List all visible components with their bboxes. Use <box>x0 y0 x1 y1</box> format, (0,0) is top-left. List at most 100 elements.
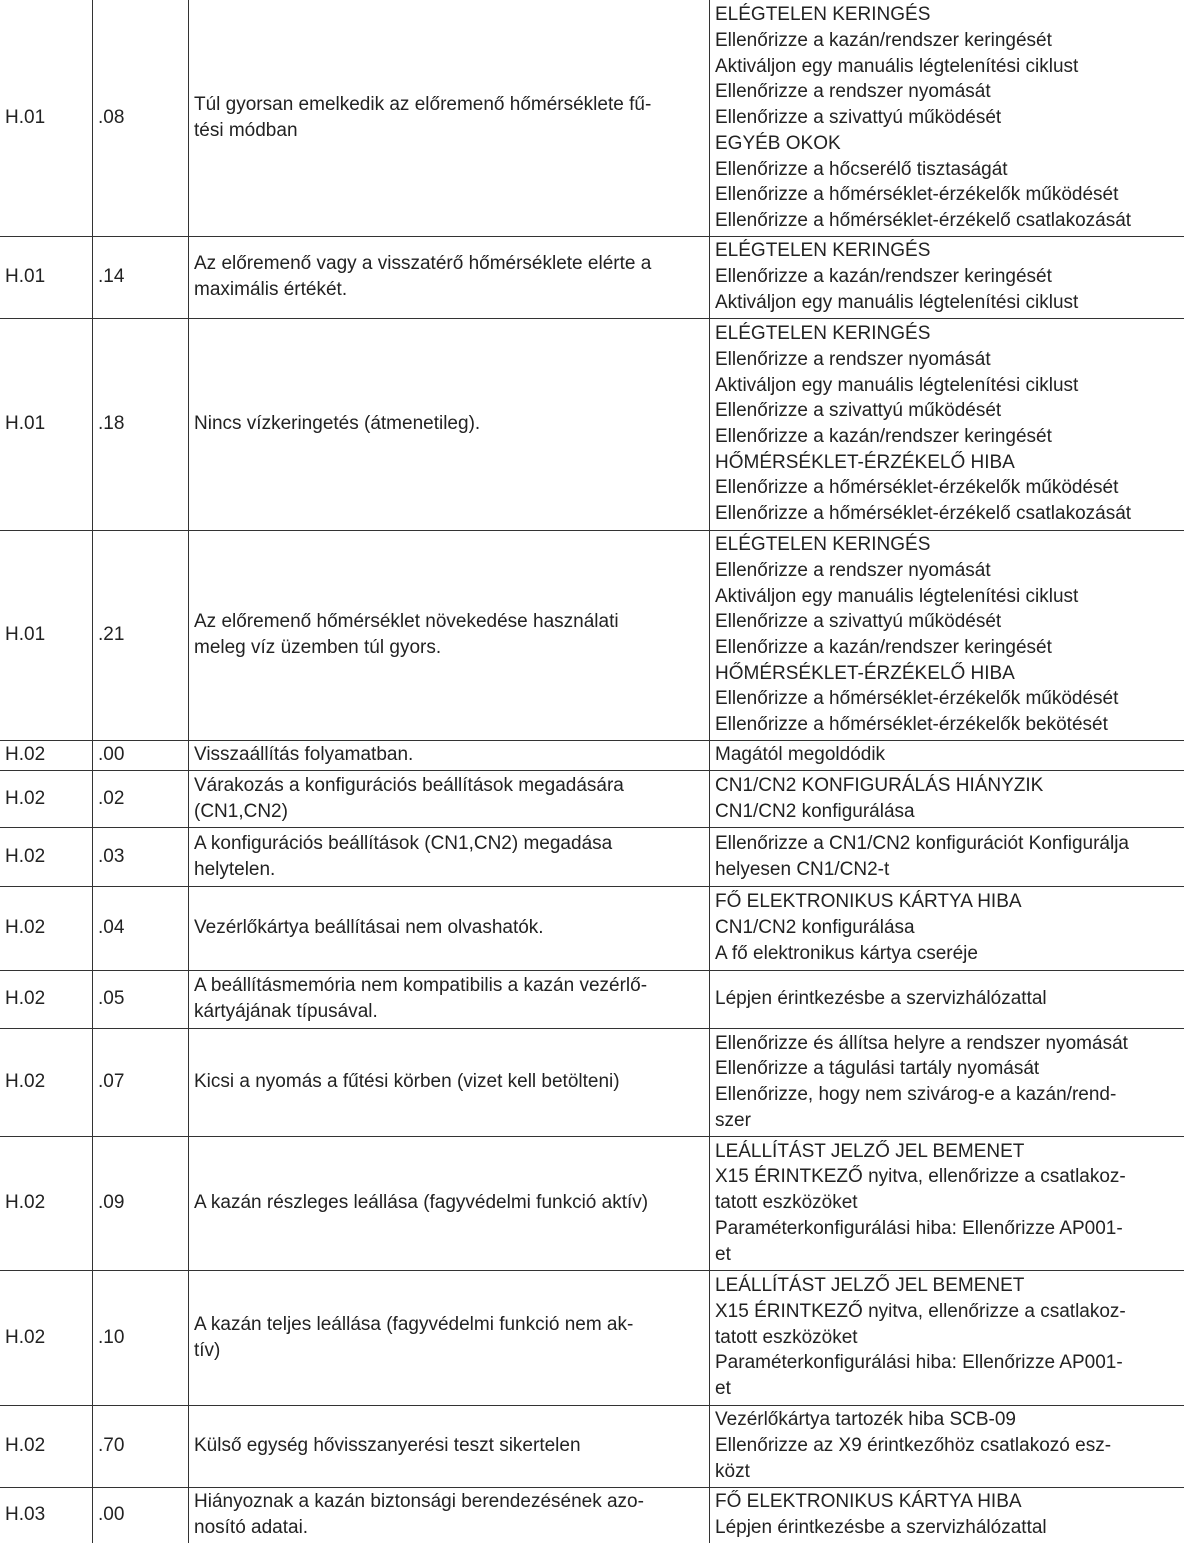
table-row: H.01 .21 Az előremenő hőmérséklet növekedé… <box>0 530 1184 741</box>
remedy-line: tatott eszközöket <box>715 1326 858 1348</box>
remedy-line: Ellenőrizze a kazán/rendszer keringését <box>715 266 1052 288</box>
desc-line: Nincs vízkeringetés (átmenetileg). <box>194 413 481 435</box>
remedy-line: Vezérlőkártya tartozék hiba SCB-09 <box>715 1409 1016 1431</box>
remedy-line: LEÁLLÍTÁST JELZŐ JEL BEMENET <box>715 1140 1025 1162</box>
cell-code: H.02 <box>0 1136 92 1270</box>
cell-desc: Az előremenő vagy a visszatérő hőmérsékl… <box>188 236 709 318</box>
remedy-line: LEÁLLÍTÁST JELZŐ JEL BEMENET <box>715 1275 1025 1297</box>
cell-code: H.02 <box>0 740 92 770</box>
remedy-line: CN1/CN2 konfigurálása <box>715 917 915 939</box>
cell-remedy: ELÉGTELEN KERINGÉS Ellenőrizze a kazán/re… <box>709 236 1184 318</box>
table-row: H.02 .05 A beállításmemória nem kompatibil… <box>0 970 1184 1029</box>
cell-code: H.03 <box>0 1487 92 1543</box>
desc-line: Külső egység hővisszanyerési teszt siker… <box>194 1435 581 1457</box>
code-text: H.02 <box>5 845 46 867</box>
remedy-line: HŐMÉRSÉKLET-ÉRZÉKELŐ HIBA <box>715 662 1015 684</box>
remedy-line: CN1/CN2 KONFIGURÁLÁS HIÁNYZIK <box>715 774 1044 796</box>
desc-line: tív) <box>194 1339 221 1361</box>
remedy-line: Ellenőrizze a kazán/rendszer keringését <box>715 30 1052 52</box>
cell-code: H.02 <box>0 770 92 827</box>
cell-sub: .21 <box>92 530 188 740</box>
remedy-line: Lépjen érintkezésbe a szervizhálózattal <box>715 1517 1047 1538</box>
remedy-line: FŐ ELEKTRONIKUS KÁRTYA HIBA <box>715 1491 1022 1513</box>
remedy-line: Ellenőrizze a hőmérséklet-érzékelők bekö… <box>715 714 1108 736</box>
remedy-line: Ellenőrizze a tágulási tartály nyomását <box>715 1058 1040 1080</box>
desc-line: Visszaállítás folyamatban. <box>194 744 414 766</box>
cell-remedy: FŐ ELEKTRONIKUS KÁRTYA HIBA CN1/CN2 konfi… <box>709 886 1184 970</box>
cell-remedy: ELÉGTELEN KERINGÉS Ellenőrizze a kazán/re… <box>709 0 1184 236</box>
desc-line: meleg víz üzemben túl gyors. <box>194 637 442 658</box>
cell-sub: .02 <box>92 770 188 827</box>
remedy-line: Aktiváljon egy manuális légtelenítési ci… <box>715 374 1079 396</box>
remedy-line: Ellenőrizze az X9 érintkezőhöz csatlakoz… <box>715 1435 1112 1457</box>
desc-line: Túl gyorsan emelkedik az előremenő hőmér… <box>194 94 652 116</box>
remedy-line: Ellenőrizze a hőcserélő tisztaságát <box>715 158 1008 180</box>
code-text: H.02 <box>5 1435 46 1457</box>
sub-text: .05 <box>98 988 125 1010</box>
remedy-line: HŐMÉRSÉKLET-ÉRZÉKELŐ HIBA <box>715 451 1015 473</box>
cell-desc: Várakozás a konfigurációs beállítások me… <box>188 770 709 827</box>
cell-desc: A konfigurációs beállítások (CN1,CN2) me… <box>188 827 709 886</box>
sub-text: .18 <box>98 413 125 435</box>
desc-line: A konfigurációs beállítások (CN1,CN2) me… <box>194 832 613 854</box>
remedy-line: Ellenőrizze a rendszer nyomását <box>715 348 991 370</box>
table-row: H.02 .03 A konfigurációs beállítások (CN1,… <box>0 827 1184 887</box>
cell-sub: .14 <box>92 236 188 318</box>
remedy-line: Ellenőrizze a rendszer nyomását <box>715 81 991 103</box>
remedy-line: Aktiváljon egy manuális légtelenítési ci… <box>715 55 1079 77</box>
cell-code: H.01 <box>0 0 92 236</box>
table-row: H.03 .00 Hiányoznak a kazán biztonsági ber… <box>0 1487 1184 1543</box>
cell-remedy: LEÁLLÍTÁST JELZŐ JEL BEMENET X15 ÉRINTKEZ… <box>709 1136 1184 1270</box>
code-text: H.01 <box>5 624 46 646</box>
desc-line: A kazán teljes leállása (fagyvédelmi fun… <box>194 1313 634 1335</box>
table-row: H.02 .09 A kazán részleges leállása (fagyv… <box>0 1136 1184 1271</box>
cell-code: H.02 <box>0 1270 92 1405</box>
sub-text: .03 <box>98 845 125 867</box>
desc-line: helytelen. <box>194 858 276 880</box>
remedy-line: Ellenőrizze a hőmérséklet-érzékelő csatl… <box>715 209 1132 231</box>
cell-remedy: Lépjen érintkezésbe a szervizhálózattal <box>709 970 1184 1028</box>
remedy-line: Ellenőrizze a szivattyú működését <box>715 611 1002 633</box>
table-row: H.02 .10 A kazán teljes leállása (fagyvéde… <box>0 1270 1184 1406</box>
code-text: H.02 <box>5 917 46 939</box>
sub-text: .21 <box>98 624 125 646</box>
desc-line: A kazán részleges leállása (fagyvédelmi … <box>194 1192 649 1214</box>
table-row: H.02 .07 Kicsi a nyomás a fűtési körben (v… <box>0 1028 1184 1137</box>
remedy-line: Ellenőrizze a kazán/rendszer keringését <box>715 637 1052 658</box>
table-row: H.02 .00 Visszaállítás folyamatban. Magától… <box>0 740 1184 771</box>
cell-desc: Hiányoznak a kazán biztonsági berendezés… <box>188 1487 709 1543</box>
remedy-line: Ellenőrizze a hőmérséklet-érzékelő csatl… <box>715 503 1132 525</box>
cell-desc: Külső egység hővisszanyerési teszt siker… <box>188 1405 709 1487</box>
cell-desc: Nincs vízkeringetés (átmenetileg). <box>188 318 709 530</box>
cell-remedy: ELÉGTELEN KERINGÉS Ellenőrizze a rendszer… <box>709 530 1184 740</box>
cell-remedy: ELÉGTELEN KERINGÉS Ellenőrizze a rendszer… <box>709 318 1184 530</box>
remedy-line: X15 ÉRINTKEZŐ nyitva, ellenőrizze a csat… <box>715 1300 1126 1322</box>
remedy-line: Paraméterkonfigurálási hiba: Ellenőrizze… <box>715 1352 1123 1374</box>
table-row: H.01 .08 Túl gyorsan emelkedik az előremen… <box>0 0 1184 237</box>
cell-remedy: FŐ ELEKTRONIKUS KÁRTYA HIBA Lépjen érintk… <box>709 1487 1184 1543</box>
sub-text: .07 <box>98 1071 125 1093</box>
remedy-line: Ellenőrizze a hőmérséklet-érzékelők műkö… <box>715 477 1119 499</box>
cell-sub: .04 <box>92 886 188 970</box>
desc-line: Az előremenő vagy a visszatérő hőmérsékl… <box>194 253 652 275</box>
remedy-line: helyesen CN1/CN2-t <box>715 858 890 880</box>
sub-text: .09 <box>98 1192 125 1214</box>
remedy-line: ELÉGTELEN KERINGÉS <box>715 4 931 26</box>
cell-remedy: Vezérlőkártya tartozék hiba SCB-09 Ellenő… <box>709 1405 1184 1487</box>
desc-line: maximális értékét. <box>194 279 348 300</box>
remedy-line: Lépjen érintkezésbe a szervizhálózattal <box>715 988 1047 1010</box>
cell-remedy: LEÁLLÍTÁST JELZŐ JEL BEMENET X15 ÉRINTKEZ… <box>709 1270 1184 1405</box>
cell-desc: Az előremenő hőmérséklet növekedése hasz… <box>188 530 709 740</box>
code-text: H.02 <box>5 1326 46 1348</box>
cell-code: H.01 <box>0 236 92 318</box>
remedy-line: et <box>715 1378 731 1400</box>
cell-sub: .18 <box>92 318 188 530</box>
remedy-line: Ellenőrizze, hogy nem szivárog-e a kazán… <box>715 1084 1117 1105</box>
code-text: H.01 <box>5 413 46 435</box>
cell-desc: Vezérlőkártya beállításai nem olvashatók… <box>188 886 709 970</box>
remedy-line: A fő elektronikus kártya cseréje <box>715 942 978 964</box>
desc-line: kártyájának típusával. <box>194 1001 378 1022</box>
remedy-line: ELÉGTELEN KERINGÉS <box>715 240 931 262</box>
sub-text: .10 <box>98 1326 125 1348</box>
